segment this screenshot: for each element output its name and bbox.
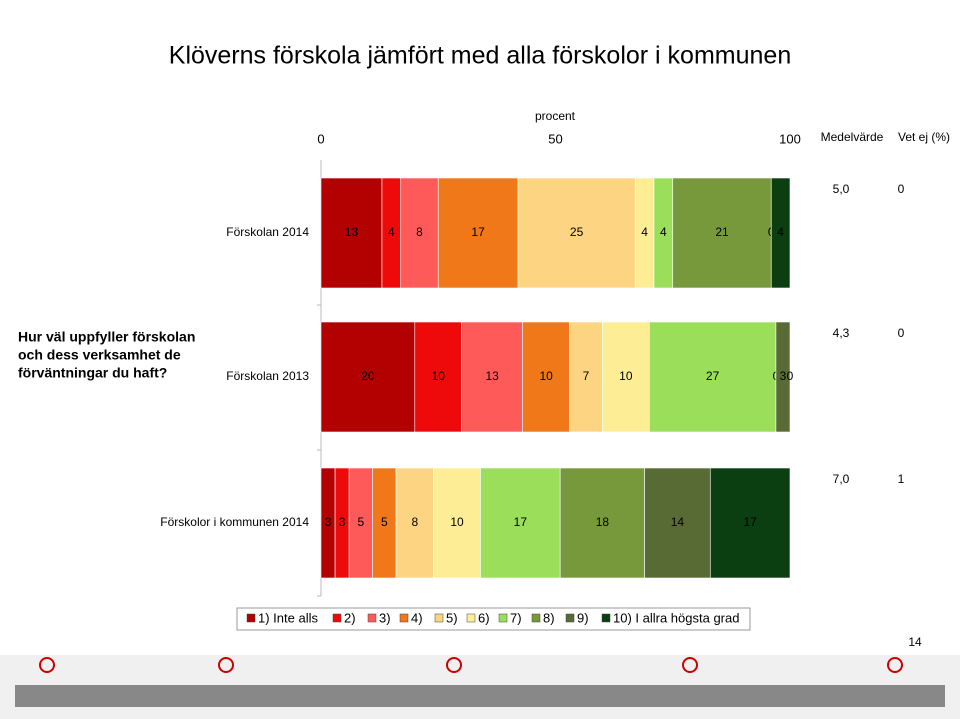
- x-tick-label: 0: [317, 131, 324, 146]
- legend-box: [236, 607, 751, 631]
- legend-label: 8): [543, 610, 555, 625]
- legend-swatch: [399, 613, 409, 623]
- legend-label: 3): [379, 610, 391, 625]
- legend-label: 6): [478, 610, 490, 625]
- data-label: 20: [361, 369, 375, 383]
- legend-swatch: [601, 613, 611, 623]
- data-label: 4: [777, 225, 784, 239]
- data-label: 18: [596, 515, 610, 529]
- data-label: 10: [432, 369, 446, 383]
- unknown-value: 0: [898, 182, 905, 196]
- footer-silhouettes: [15, 685, 945, 707]
- bar-segment: [395, 467, 434, 579]
- legend-swatch: [565, 613, 575, 623]
- legend-swatch: [434, 613, 444, 623]
- category-label: Förskolan 2013: [226, 369, 309, 383]
- category-label: Förskolor i kommunen 2014: [160, 515, 309, 529]
- data-label: 4: [641, 225, 648, 239]
- bar-segment: [320, 177, 383, 289]
- column-header: Medelvärde: [821, 130, 884, 144]
- data-label: 8: [416, 225, 423, 239]
- mean-value: 4,3: [833, 326, 850, 340]
- data-label: 14: [671, 515, 685, 529]
- data-label: 17: [514, 515, 528, 529]
- legend-label: 4): [411, 610, 423, 625]
- unknown-value: 1: [898, 472, 905, 486]
- legend-label: 7): [510, 610, 522, 625]
- data-label: 3: [325, 515, 332, 529]
- bar-segment: [320, 321, 416, 433]
- footer-targets: [39, 657, 903, 673]
- data-label: 5: [358, 515, 365, 529]
- bar-segment: [559, 467, 645, 579]
- data-label: 17: [471, 225, 485, 239]
- data-label: 13: [486, 369, 500, 383]
- bar-segment: [517, 177, 636, 289]
- category-label: Förskolan 2014: [226, 225, 309, 239]
- data-label: 10: [450, 515, 464, 529]
- column-header: Vet ej (%): [898, 130, 950, 144]
- question: och dess verksamhet de: [18, 347, 181, 363]
- data-label: 0: [787, 369, 794, 383]
- mean-value: 5,0: [833, 182, 850, 196]
- bar-segment: [480, 467, 561, 579]
- x-tick-label: 50: [548, 131, 562, 146]
- data-label: 17: [743, 515, 757, 529]
- legend-swatch: [332, 613, 342, 623]
- data-label: 13: [345, 225, 359, 239]
- legend-label: 2): [344, 610, 356, 625]
- data-label: 25: [570, 225, 584, 239]
- legend-swatch: [367, 613, 377, 623]
- legend-swatch: [246, 613, 256, 623]
- question: förväntningar du haft?: [18, 365, 167, 381]
- legend-swatch: [498, 613, 508, 623]
- mean-value: 7,0: [833, 472, 850, 486]
- bar-segment: [648, 321, 777, 433]
- unknown-value: 0: [898, 326, 905, 340]
- bar-segment: [437, 177, 519, 289]
- chart-title: Klöverns förskola jämfört med alla försk…: [169, 42, 791, 70]
- data-label: 4: [388, 225, 395, 239]
- x-axis-label: procent: [535, 109, 576, 123]
- legend-label: 10) I allra högsta grad: [613, 610, 739, 625]
- bar-segment: [672, 177, 772, 289]
- data-label: 7: [583, 369, 590, 383]
- legend-swatch: [466, 613, 476, 623]
- legend-label: 1) Inte alls: [258, 610, 318, 625]
- data-label: 4: [660, 225, 667, 239]
- data-label: 8: [411, 515, 418, 529]
- bar-segment: [770, 177, 791, 289]
- legend-label: 5): [446, 610, 458, 625]
- data-label: 3: [780, 369, 787, 383]
- bar-segment: [602, 321, 650, 433]
- bar-segment: [433, 467, 481, 579]
- bar-segment: [414, 321, 462, 433]
- data-label: 21: [715, 225, 729, 239]
- data-label: 27: [706, 369, 720, 383]
- bar-segment: [461, 321, 523, 433]
- data-label: 3: [339, 515, 346, 529]
- data-label: 5: [381, 515, 388, 529]
- bar-segment: [644, 467, 711, 579]
- bar-segment: [775, 321, 791, 433]
- data-label: 10: [539, 369, 553, 383]
- question: Hur väl uppfyller förskolan: [18, 329, 195, 345]
- legend-swatch: [531, 613, 541, 623]
- page-number: 14: [908, 635, 922, 649]
- data-label: 10: [619, 369, 633, 383]
- bar-segment: [709, 467, 791, 579]
- x-tick-label: 100: [779, 131, 801, 146]
- legend-label: 9): [577, 610, 589, 625]
